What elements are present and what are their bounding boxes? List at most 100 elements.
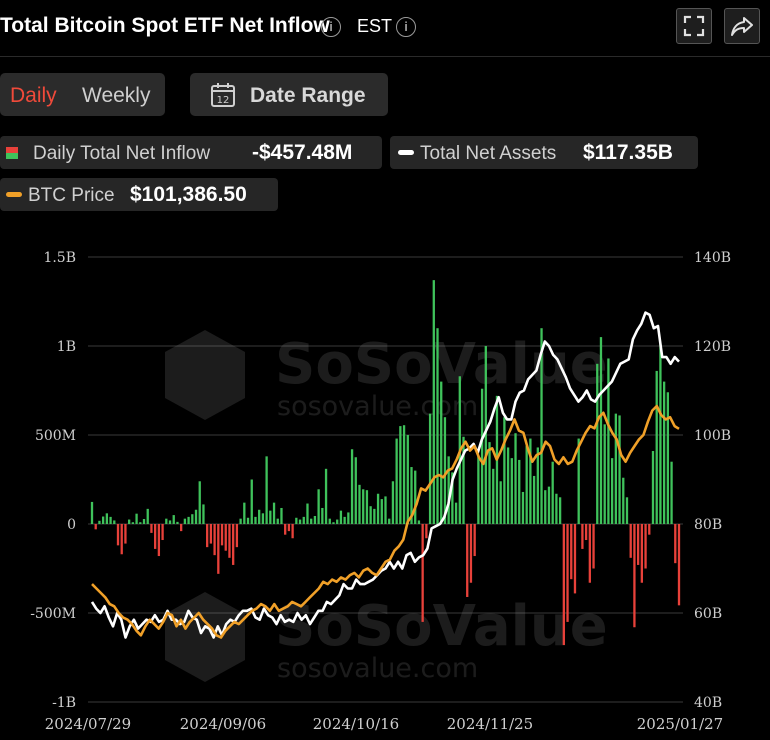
inflow-bar-positive <box>480 388 484 524</box>
daily-option[interactable]: Daily <box>10 84 57 107</box>
inflow-bar-negative <box>640 524 643 583</box>
inflow-bar-positive <box>443 417 447 524</box>
inflow-bar-positive <box>328 518 331 524</box>
assets-line-swatch-icon <box>398 150 414 155</box>
inflow-bar-positive <box>276 518 279 524</box>
inflow-bar-positive <box>317 489 320 524</box>
inflow-bar-positive <box>518 459 521 524</box>
y-left-tick-label: 0 <box>67 517 76 533</box>
inflow-bar-negative <box>636 524 640 565</box>
inflow-bar-positive <box>191 514 194 524</box>
inflow-bar-negative <box>629 524 632 558</box>
inflow-bar-positive <box>547 486 551 524</box>
inflow-bar-negative <box>161 524 164 541</box>
inflow-bar-negative <box>648 524 651 535</box>
inflow-bar-negative <box>213 524 216 556</box>
inflow-bar-negative <box>220 524 224 546</box>
inflow-bar-positive <box>258 509 261 524</box>
inflow-bar-positive <box>521 491 525 524</box>
inflow-bar-positive <box>432 280 435 524</box>
inflow-bar-positive <box>183 518 187 524</box>
inflow-bar-positive <box>358 484 361 524</box>
legend-price-value: $101,386.50 <box>130 183 247 206</box>
inflow-bar-negative <box>633 524 636 628</box>
share-button[interactable] <box>724 8 760 44</box>
inflow-bar-positive <box>440 381 443 524</box>
inflow-bar-positive <box>310 518 313 524</box>
inflow-bar-positive <box>198 481 201 524</box>
x-tick-label: 2024/11/25 <box>447 715 533 733</box>
inflow-bar-negative <box>124 524 127 544</box>
inflow-bar-positive <box>532 475 536 524</box>
inflow-bar-negative <box>566 524 569 622</box>
inflow-bar-negative <box>232 524 235 565</box>
inflow-bar-positive <box>128 519 131 524</box>
inflow-bar-positive <box>324 468 328 524</box>
x-tick-label: 2024/07/29 <box>45 715 131 733</box>
inflow-bar-negative <box>421 524 424 622</box>
inflow-bar-positive <box>109 516 112 524</box>
inflow-bar-negative <box>284 524 287 535</box>
inflow-bar-positive <box>306 503 309 524</box>
timezone-info-icon[interactable]: i <box>396 17 416 37</box>
info-icon[interactable]: i <box>321 17 341 37</box>
inflow-bar-positive <box>555 493 558 524</box>
period-toggle: Daily Weekly <box>0 73 165 116</box>
y-right-tick-label: 60B <box>694 606 722 622</box>
calendar-icon: 12 <box>211 83 235 107</box>
fullscreen-icon <box>683 15 705 37</box>
inflow-bar-positive <box>529 438 532 524</box>
inflow-bar-positive <box>391 481 395 524</box>
inflow-bar-negative <box>157 524 161 557</box>
inflow-bar-positive <box>135 513 138 524</box>
legend-assets-label: Total Net Assets <box>420 143 557 164</box>
inflow-bar-positive <box>462 436 465 524</box>
inflow-bar-positive <box>414 470 417 524</box>
inflow-bar-positive <box>265 456 268 524</box>
inflow-bar-positive <box>113 520 116 524</box>
inflow-bar-negative <box>677 524 681 606</box>
inflow-bar-positive <box>246 517 250 524</box>
inflow-bar-negative <box>570 524 573 580</box>
inflow-bar-positive <box>280 507 283 524</box>
inflow-bar-positive <box>139 522 142 524</box>
inflow-bar-positive <box>540 328 543 524</box>
inflow-bar-positive <box>321 507 324 524</box>
inflow-bar-positive <box>662 381 666 524</box>
y-left-tick-label: -1B <box>52 695 76 711</box>
inflow-bar-positive <box>610 458 614 524</box>
inflow-bar-positive <box>625 497 629 524</box>
net-inflow-chart[interactable]: SoSoValue sosovalue.com SoSoValue sosova… <box>0 230 770 740</box>
y-left-tick-label: 1B <box>57 339 76 355</box>
inflow-bar-positive <box>603 424 606 524</box>
inflow-bar-positive <box>551 461 554 524</box>
calendar-day: 12 <box>217 95 230 106</box>
inflow-bar-positive <box>558 497 562 524</box>
inflow-bar-negative <box>469 524 473 583</box>
watermark-url: sosovalue.com <box>277 391 478 422</box>
inflow-bar-negative <box>562 524 565 646</box>
weekly-option[interactable]: Weekly <box>82 84 151 107</box>
inflow-bar-positive <box>488 442 491 524</box>
inflow-bar-negative <box>116 524 120 546</box>
inflow-bar-negative <box>588 524 591 583</box>
inflow-bar-positive <box>428 413 432 524</box>
inflow-swatch-icon <box>6 147 18 159</box>
inflow-bar-negative <box>120 524 123 555</box>
x-tick-label: 2024/09/06 <box>180 715 266 733</box>
legend-assets-value: $117.35B <box>583 141 673 164</box>
y-right-tick-label: 120B <box>694 339 731 355</box>
header-bar: Total Bitcoin Spot ETF Net Inflow i EST … <box>0 0 770 57</box>
inflow-bar-positive <box>614 413 617 524</box>
date-range-button[interactable]: 12 Date Range <box>190 73 388 116</box>
inflow-bar-positive <box>298 519 302 524</box>
inflow-bar-negative <box>581 524 584 549</box>
inflow-bar-positive <box>454 502 458 524</box>
inflow-bar-negative <box>473 524 476 557</box>
legend-inflow-label: Daily Total Net Inflow <box>33 143 211 164</box>
fullscreen-button[interactable] <box>676 8 712 44</box>
inflow-bar-negative <box>287 524 291 532</box>
inflow-bar-positive <box>436 328 439 524</box>
inflow-bar-positive <box>607 358 610 524</box>
x-tick-label: 2024/10/16 <box>313 715 399 733</box>
